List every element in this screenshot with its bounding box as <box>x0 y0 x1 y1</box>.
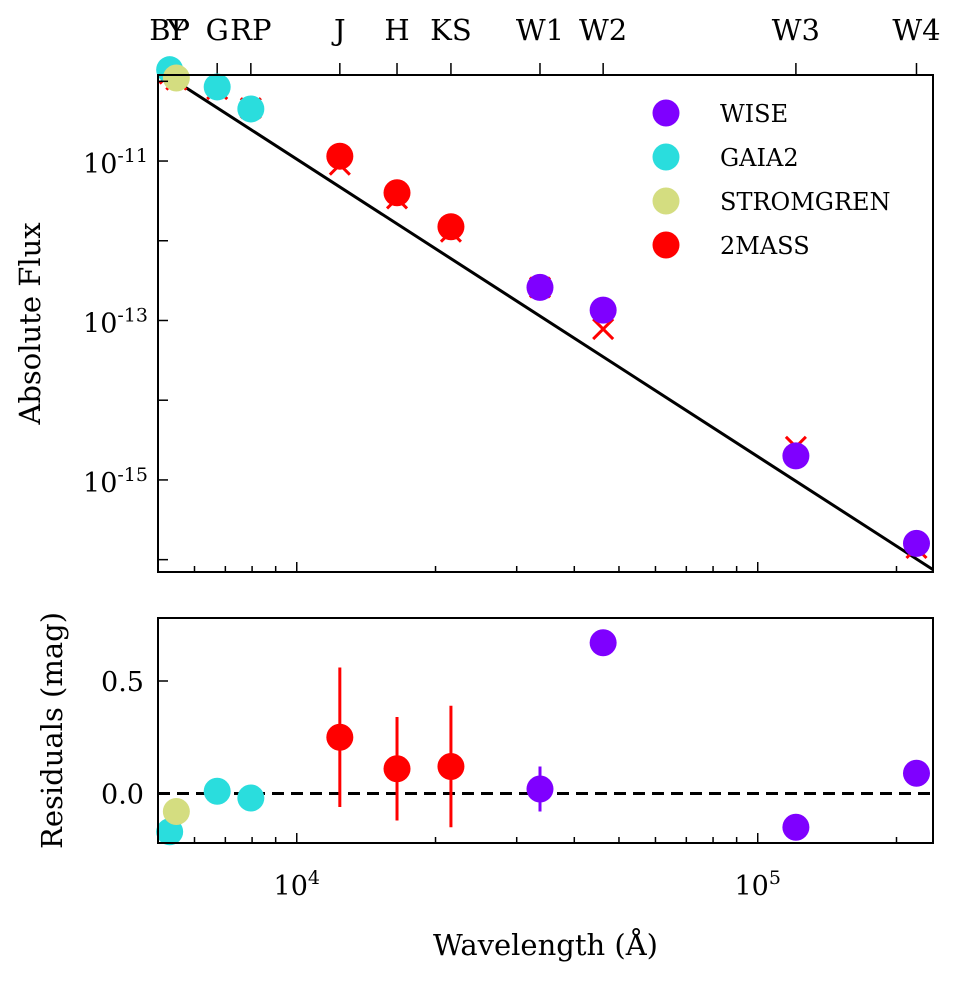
model-curve-layer <box>163 75 933 571</box>
residual-point <box>203 777 231 805</box>
band-label: Y <box>166 13 187 47</box>
band-label: W1 <box>516 13 564 47</box>
y-tick-label: 0.0 <box>101 780 144 811</box>
flux-points <box>156 56 930 560</box>
sed-axis-ticks: 10-11 10-13 10-15 <box>83 80 898 572</box>
legend-label: 2MASS <box>720 232 810 260</box>
residual-point <box>589 629 617 657</box>
sed-plot-frame <box>157 74 934 573</box>
flux-point <box>383 179 411 207</box>
flux-point <box>782 442 810 470</box>
legend: WISE GAIA2 STROMGREN 2MASS <box>652 99 891 260</box>
band-label: BP <box>149 13 190 47</box>
y-tick-label: 10-11 <box>83 145 148 180</box>
sed-y-axis-title: Absolute Flux <box>13 222 47 425</box>
legend-marker <box>652 231 680 259</box>
residual-point <box>326 723 354 751</box>
flux-point <box>902 529 930 557</box>
band-label: W3 <box>772 13 820 47</box>
x-tick-label: 105 <box>735 867 781 902</box>
band-label: J <box>331 13 346 47</box>
flux-point <box>237 95 265 123</box>
residual-point <box>526 775 554 803</box>
residual-plot-frame <box>157 617 934 844</box>
band-label: W2 <box>579 13 627 47</box>
residual-points <box>156 629 930 846</box>
legend-marker <box>652 99 680 127</box>
flux-point <box>326 142 354 170</box>
legend-marker <box>652 187 680 215</box>
residual-axis-ticks: 0.5 0.0 104 105 <box>101 667 898 902</box>
band-label: H <box>384 13 409 47</box>
legend-label: WISE <box>720 100 788 128</box>
residual-point <box>902 759 930 787</box>
flux-point <box>526 273 554 301</box>
sed-panel: BPY G RP J H KS W1 W2 W3 W4 10-11 10-13 10-15 Absol… <box>13 13 941 573</box>
residual-point <box>782 813 810 841</box>
flux-point <box>203 73 231 101</box>
band-label: W4 <box>892 13 940 47</box>
x-tick-label: 104 <box>274 867 320 902</box>
flux-point <box>589 296 617 324</box>
model-sed-line <box>163 75 933 571</box>
residual-point <box>383 755 411 783</box>
model-flux-marker <box>592 318 615 341</box>
flux-point <box>162 64 190 92</box>
band-label: RP <box>230 13 271 47</box>
residual-point <box>237 784 265 812</box>
y-tick-label: 0.5 <box>101 667 144 698</box>
band-label: G <box>206 13 229 47</box>
legend-marker <box>652 143 680 171</box>
legend-label: GAIA2 <box>720 144 799 172</box>
y-tick-label: 10-13 <box>83 304 148 339</box>
residual-point <box>437 753 465 780</box>
legend-label: STROMGREN <box>720 188 891 216</box>
residual-panel: 0.5 0.0 104 105 Residuals (mag) Wavelength … <box>35 612 934 962</box>
band-label: KS <box>430 13 472 47</box>
residual-y-axis-title: Residuals (mag) <box>35 612 69 849</box>
x-axis-title: Wavelength (Å) <box>433 927 658 962</box>
band-labels: BPY G RP J H KS W1 W2 W3 W4 <box>149 13 941 75</box>
y-tick-label: 10-15 <box>83 464 148 499</box>
flux-point <box>437 213 465 241</box>
residual-point <box>162 798 190 825</box>
residual-point <box>156 818 184 846</box>
